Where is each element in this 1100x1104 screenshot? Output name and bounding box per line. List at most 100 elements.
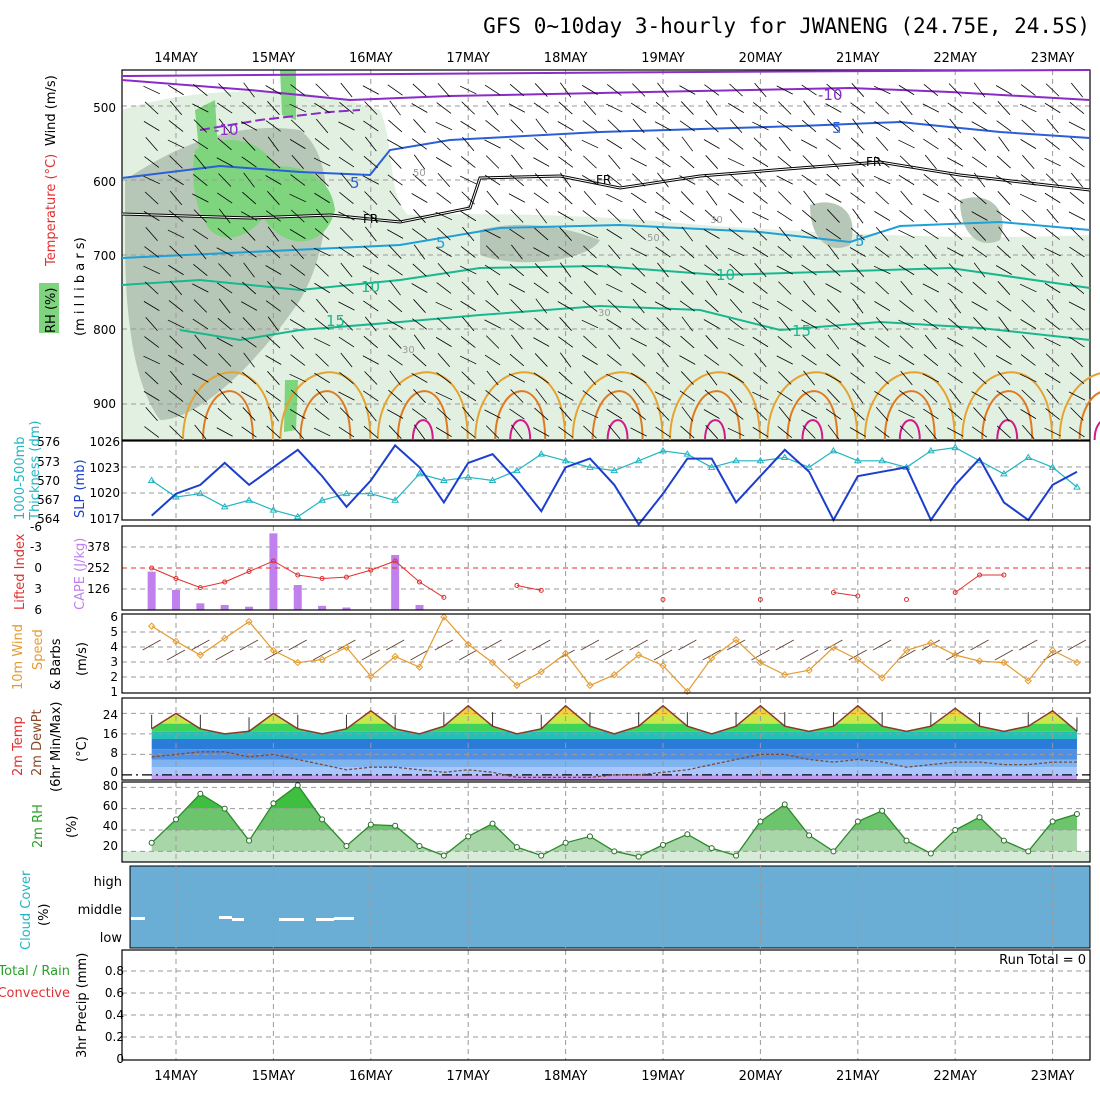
wind-barb — [241, 336, 257, 348]
wind-barb — [558, 281, 573, 295]
wind-barb — [143, 85, 160, 95]
lifted-line — [833, 592, 858, 597]
wind-barb — [364, 191, 378, 205]
cloud-mark — [316, 918, 334, 921]
wind-barb — [533, 337, 550, 347]
wind-barb — [509, 138, 525, 150]
wind-barb — [241, 156, 257, 168]
wind-barb — [437, 262, 451, 278]
wind-barb — [340, 262, 353, 278]
slp-thickness-panel — [121, 440, 1091, 527]
wind-barb — [728, 228, 744, 240]
wind-barb — [753, 192, 768, 204]
date-label-bottom: 23MAY — [1031, 1069, 1075, 1084]
wind-barb — [267, 316, 280, 332]
precip-panel — [121, 949, 1091, 1061]
rh-gray-mid — [480, 224, 600, 263]
wind-barb — [558, 426, 574, 438]
surface-barb — [751, 649, 770, 661]
wind-barb — [703, 139, 720, 149]
wind-barb — [388, 299, 403, 313]
panel-frame — [121, 613, 1091, 694]
wind-ylabel-3: & Barbs — [49, 638, 64, 690]
precip-tick-02: 0.2 — [105, 1030, 124, 1044]
wind-barb — [485, 300, 500, 312]
wind-barb — [145, 136, 158, 152]
wind-barb — [996, 155, 1011, 169]
wind-barb — [583, 335, 597, 349]
precip-tick-08: 0.8 — [105, 964, 124, 978]
wind-barb — [606, 354, 622, 366]
wind-barb — [729, 208, 743, 224]
wind-barb — [996, 390, 1012, 402]
surface-barb — [459, 649, 478, 661]
surface-barb — [994, 649, 1014, 661]
wind-barb — [143, 391, 160, 401]
wind-barb — [533, 372, 549, 384]
wind-barb — [947, 157, 964, 167]
wind-barb — [705, 335, 719, 349]
lifted-point — [392, 558, 398, 564]
rh-point — [1025, 848, 1032, 855]
wind-barb — [922, 283, 940, 293]
wind-barb — [681, 406, 694, 422]
wind-barb — [339, 192, 354, 204]
wind-barb — [363, 120, 379, 132]
wind-barb — [949, 388, 962, 404]
wind-barb — [703, 409, 720, 419]
wind-barb — [363, 300, 379, 312]
wind-barb — [827, 244, 840, 260]
wind-barb — [509, 83, 525, 97]
wind-barb — [338, 156, 355, 168]
wind-barb — [1045, 83, 1060, 97]
wind-barb — [364, 371, 378, 385]
cloud-ylabel: Cloud Cover — [19, 870, 34, 950]
wind-barb — [706, 100, 718, 116]
wind-barb — [606, 264, 622, 276]
temp-tick-0: 0 — [110, 765, 118, 779]
wind-barb — [899, 390, 914, 402]
wind-barb — [971, 426, 988, 438]
wind-barb — [681, 136, 694, 152]
wind-barb — [752, 336, 769, 348]
wind-barb — [752, 301, 769, 311]
precip-ylabel-2: Convective — [0, 986, 70, 1001]
wind-barb — [534, 353, 548, 367]
thickness-point — [342, 489, 351, 497]
wind-barb — [1022, 424, 1035, 440]
thickness-point — [732, 456, 740, 464]
wind-barb — [289, 229, 306, 239]
wind-barb — [143, 121, 160, 131]
cloud-level-low: low — [100, 931, 123, 946]
rh-point — [392, 822, 399, 829]
wind-speed-point — [196, 651, 205, 659]
wind-barb — [582, 265, 598, 275]
wind-barb — [388, 209, 403, 223]
wind-barb — [680, 371, 694, 385]
wind-barb — [874, 301, 891, 311]
wind-barb — [608, 424, 621, 440]
wind-barb — [973, 262, 986, 278]
wind-speed-point — [951, 651, 959, 659]
wind-barb — [387, 319, 404, 329]
wind-barb — [290, 84, 306, 96]
wind-barb — [632, 118, 645, 134]
surface-barb — [507, 649, 527, 661]
wind-barb — [338, 391, 355, 401]
wind-barb — [242, 137, 256, 151]
thickness-point — [147, 476, 156, 483]
wind-barb — [900, 190, 913, 206]
wind-barb — [825, 103, 842, 113]
wind-barb — [486, 190, 499, 206]
contour-30 — [898, 419, 921, 441]
wind-speed-point — [318, 655, 326, 664]
wind-barb — [217, 282, 233, 294]
wind-barb — [459, 85, 477, 95]
wind-barb — [267, 406, 280, 422]
lifted-point — [368, 567, 374, 573]
wind-barb — [1069, 282, 1085, 294]
wind-barb — [656, 407, 670, 421]
wind-barb — [193, 389, 207, 403]
wind-tick-1: 1 — [110, 685, 118, 699]
wind-barb — [802, 155, 816, 169]
